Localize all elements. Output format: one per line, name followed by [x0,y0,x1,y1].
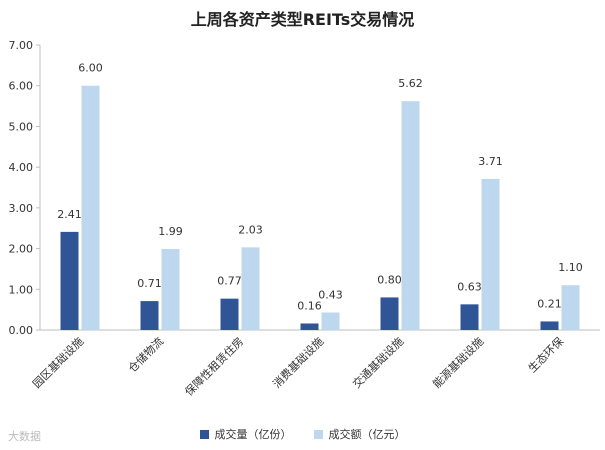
bar-volume [540,321,559,330]
data-label-amount: 1.10 [558,261,583,274]
bar-volume [220,298,239,330]
bar-amount [401,101,420,330]
chart-title: 上周各资产类型REITs交易情况 [190,10,415,29]
watermark-text: 大数据 [8,430,41,443]
data-label-volume: 0.21 [537,297,562,310]
y-tick-label: 3.00 [9,202,34,215]
x-tick-label: 保障性租赁住房 [182,334,246,398]
data-label-volume: 0.80 [377,273,402,286]
y-tick-label: 1.00 [9,283,34,296]
legend-swatch-amount [313,429,323,439]
legend-item-volume: 成交量（亿份） [199,426,292,442]
bar-volume [140,301,159,330]
data-label-amount: 2.03 [238,223,263,236]
x-tick-label: 消费基础设施 [270,334,327,391]
data-label-amount: 1.99 [158,225,183,238]
bar-amount [481,178,500,330]
bar-volume [60,231,79,330]
bar-volume [380,297,399,330]
bar-amount [561,285,580,330]
y-tick-label: 5.00 [9,120,34,133]
y-tick-label: 0.00 [9,324,34,337]
data-label-amount: 6.00 [78,62,103,75]
y-tick-label: 6.00 [9,80,34,93]
data-label-volume: 0.77 [217,275,242,288]
bar-amount [321,312,340,330]
bar-volume [460,304,479,330]
x-tick-label: 交通基础设施 [350,334,407,391]
data-label-volume: 0.63 [457,280,482,293]
data-label-amount: 5.62 [398,77,423,90]
data-label-volume: 0.16 [297,299,322,312]
x-tick-label: 仓储物流 [125,334,166,375]
data-label-amount: 0.43 [318,288,343,301]
y-tick-label: 7.00 [9,39,34,52]
y-tick-label: 4.00 [9,161,34,174]
bar-amount [161,248,180,330]
bar-amount [81,85,100,330]
data-label-amount: 3.71 [478,155,503,168]
chart-legend: 成交量（亿份） 成交额（亿元） [0,426,605,442]
x-tick-label: 生态环保 [525,334,566,375]
x-tick-label: 园区基础设施 [30,335,86,391]
legend-item-amount: 成交额（亿元） [313,426,406,442]
data-label-volume: 2.41 [57,208,82,221]
legend-label-amount: 成交额（亿元） [328,428,406,441]
x-tick-label: 能源基础设施 [430,334,487,391]
legend-swatch-volume [199,429,209,439]
bar-volume [300,323,319,330]
bar-amount [241,247,260,330]
legend-label-volume: 成交量（亿份） [214,428,292,441]
y-tick-label: 2.00 [9,243,34,256]
data-label-volume: 0.71 [137,277,162,290]
